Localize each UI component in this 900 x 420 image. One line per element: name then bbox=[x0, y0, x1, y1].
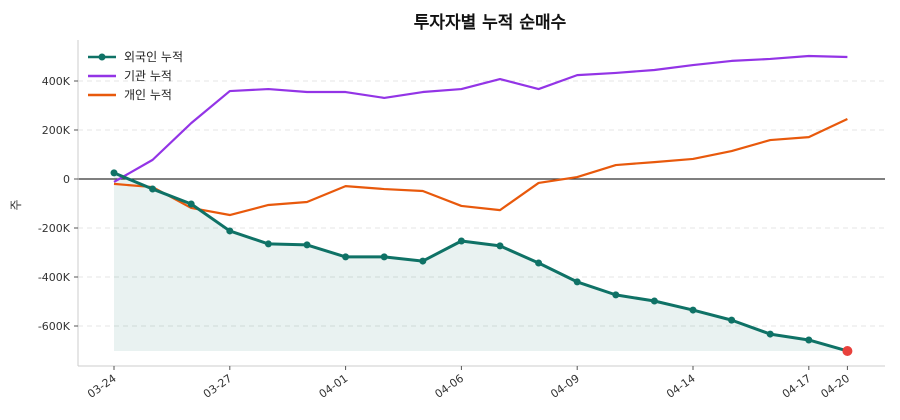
series-line-2 bbox=[113, 117, 848, 217]
data-point bbox=[728, 316, 736, 324]
y-tick-label: 0 bbox=[63, 173, 70, 186]
legend-label: 개인 누적 bbox=[124, 88, 172, 102]
y-tick-label: 400K bbox=[42, 75, 71, 88]
data-point bbox=[457, 237, 465, 245]
data-point bbox=[496, 242, 504, 250]
legend-label: 외국인 누적 bbox=[124, 50, 183, 64]
data-point bbox=[264, 240, 272, 248]
x-tick-label: 03-27 bbox=[201, 372, 235, 401]
y-axis-label: 주 bbox=[9, 199, 23, 210]
data-point bbox=[689, 306, 697, 314]
y-tick-label: -200K bbox=[38, 222, 71, 235]
data-point bbox=[110, 169, 118, 177]
data-point bbox=[766, 330, 774, 338]
x-tick-label: 04-20 bbox=[818, 372, 852, 401]
data-point bbox=[187, 200, 195, 208]
data-point bbox=[612, 291, 620, 299]
data-point bbox=[535, 259, 543, 267]
x-tick-label: 03-24 bbox=[85, 372, 119, 401]
data-point bbox=[342, 253, 350, 261]
chart-title: 투자자별 누적 순매수 bbox=[414, 13, 567, 33]
data-point bbox=[149, 185, 157, 193]
data-point bbox=[303, 241, 311, 249]
data-point bbox=[573, 278, 581, 286]
y-tick-label: 200K bbox=[42, 124, 71, 137]
legend-label: 기관 누적 bbox=[124, 69, 172, 83]
x-tick-label: 04-06 bbox=[432, 372, 466, 401]
data-point bbox=[226, 227, 234, 235]
y-tick-label: -600K bbox=[38, 320, 71, 333]
data-point bbox=[419, 257, 427, 265]
legend-marker bbox=[98, 53, 106, 61]
series-line-1 bbox=[113, 54, 848, 183]
x-tick-label: 04-01 bbox=[317, 372, 351, 401]
x-tick-label: 04-14 bbox=[664, 372, 698, 401]
y-tick-label: -400K bbox=[38, 271, 71, 284]
series-line-0 bbox=[113, 171, 848, 353]
data-point bbox=[380, 253, 388, 261]
data-point bbox=[805, 336, 813, 344]
x-tick-label: 04-09 bbox=[548, 372, 582, 401]
data-point bbox=[650, 297, 658, 305]
foreign-area-fill bbox=[114, 172, 848, 351]
last-point-marker bbox=[842, 345, 853, 356]
x-tick-label: 04-17 bbox=[780, 372, 814, 401]
